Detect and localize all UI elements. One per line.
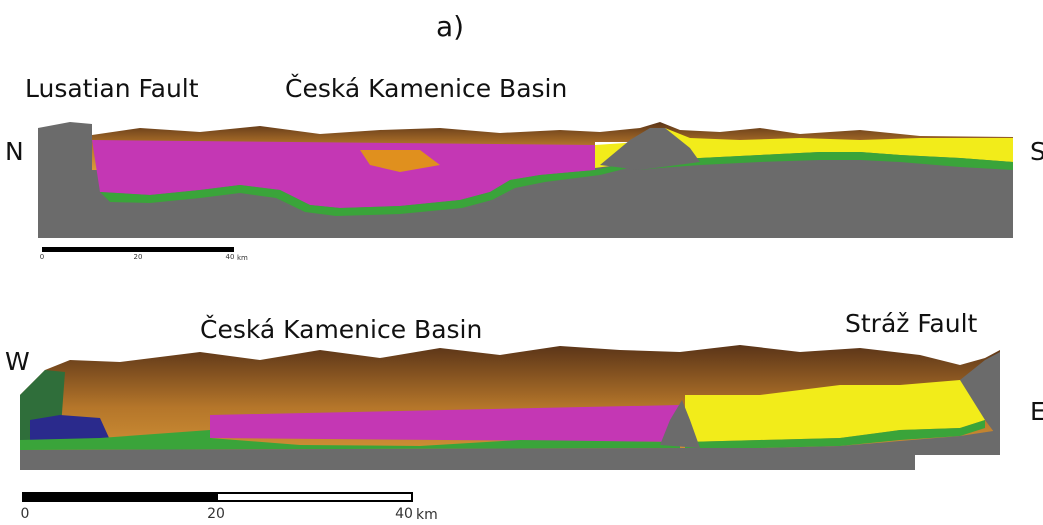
scale-label: 0 [40,253,44,261]
scale-label: 40 [226,253,235,261]
section-label: Česká Kamenice Basin [285,73,567,103]
direction-label: E [1030,397,1043,426]
scale-label: 20 [207,506,225,522]
scale-label: 0 [21,506,30,522]
figure: a) 0 20 40 km N S Lusatian Fault Česká K… [0,0,1043,525]
direction-label: S [1030,137,1043,166]
scale-bar: 0 20 40 km [21,492,438,523]
section-label: Stráž Fault [845,309,978,338]
scale-label: km [237,254,248,262]
direction-label: W [5,347,30,376]
direction-label: N [5,137,24,166]
cross-section-ns [38,122,1013,262]
panel-label: a) [436,10,464,43]
scale-label: 40 [395,506,413,522]
section-label: Česká Kamenice Basin [200,314,482,344]
section-label: Lusatian Fault [25,74,199,103]
scale-label: 20 [134,253,143,261]
scale-label: km [416,507,438,523]
